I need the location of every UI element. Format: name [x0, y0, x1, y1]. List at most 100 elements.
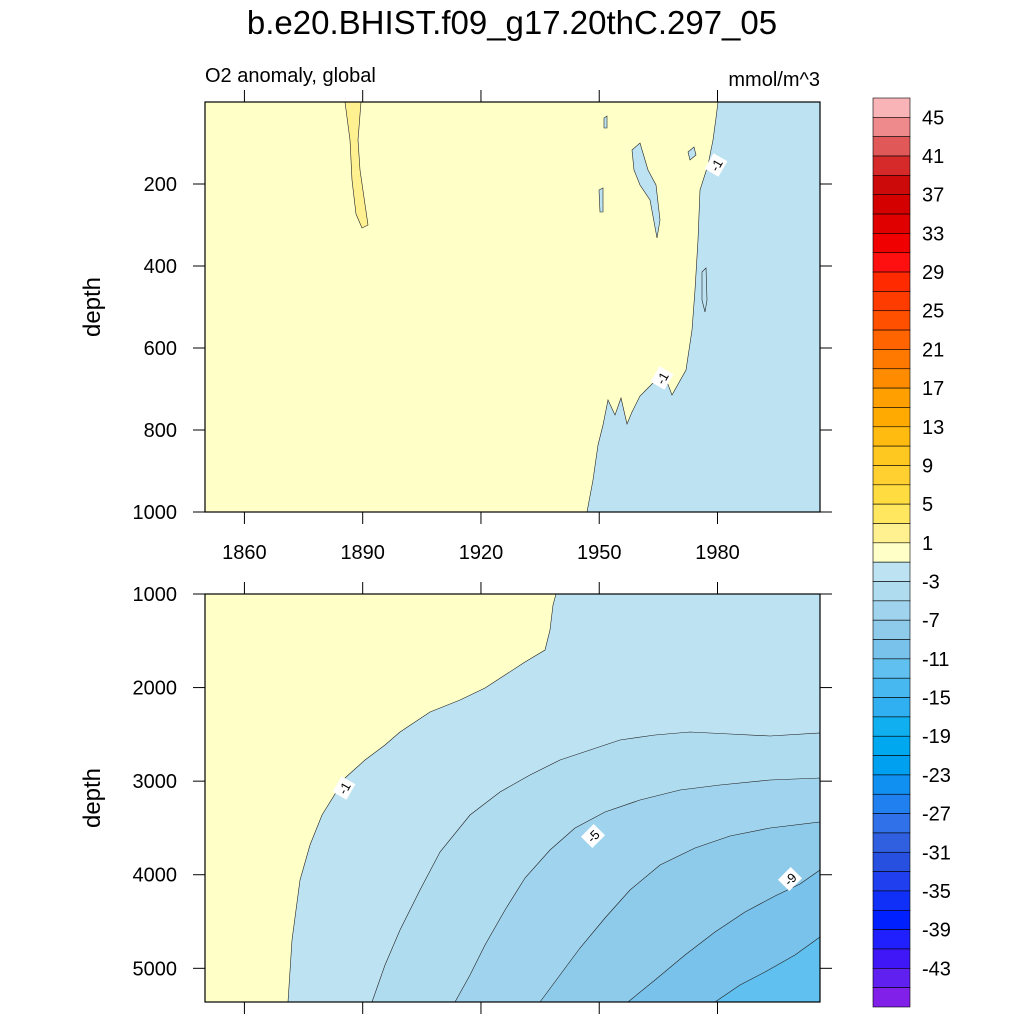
colorbar-box — [872, 697, 911, 718]
colorbar-box — [872, 136, 911, 157]
colorbar-box — [872, 639, 911, 660]
colorbar-box — [872, 658, 911, 679]
colorbar-label: 17 — [922, 378, 944, 400]
colorbar-box — [872, 851, 911, 872]
colorbar-box — [872, 581, 911, 602]
contour-region — [687, 146, 697, 161]
y-tick-label: 1000 — [133, 584, 178, 606]
colorbar-box — [872, 194, 911, 215]
colorbar-box — [872, 291, 911, 312]
contour-label-bg — [704, 153, 728, 177]
colorbar-box — [872, 407, 911, 428]
colorbar-box — [872, 329, 911, 350]
colorbar-label: -23 — [922, 765, 951, 787]
contour-label-bg — [580, 823, 606, 849]
colorbar-box — [872, 813, 911, 834]
colorbar-label: 25 — [922, 301, 944, 323]
colorbar-box — [872, 387, 911, 408]
colorbar-box — [872, 523, 911, 544]
contour-label-group: -1 — [332, 776, 356, 800]
colorbar-box — [872, 968, 911, 988]
y-tick-label: 5000 — [133, 958, 178, 980]
colorbar-box — [872, 542, 911, 563]
colorbar-box — [872, 716, 911, 737]
contour-label-group: -9 — [777, 866, 803, 892]
x-tick-label: 1890 — [340, 542, 385, 564]
y-tick-label: 600 — [144, 338, 177, 360]
y-tick-label: 3000 — [133, 771, 178, 793]
y-tick-label: 400 — [144, 256, 177, 278]
colorbar-label: -27 — [922, 804, 951, 826]
colorbar-box — [872, 929, 911, 950]
colorbar-label: 13 — [922, 417, 944, 439]
y-tick-label: 1000 — [133, 502, 178, 524]
colorbar-box — [872, 948, 911, 969]
colorbar-box — [872, 233, 911, 254]
colorbar-box — [872, 503, 911, 524]
left-title: O2 anomaly, global — [205, 65, 376, 87]
colorbar-box — [872, 619, 911, 640]
contour-label-bg — [332, 776, 356, 800]
contour-region — [344, 101, 369, 229]
y-axis-label: depth — [79, 768, 106, 828]
colorbar-label: -15 — [922, 688, 951, 710]
colorbar-box — [872, 213, 911, 234]
x-tick-label: 1860 — [222, 542, 267, 564]
colorbar-box — [872, 155, 911, 176]
colorbar-box — [872, 735, 911, 756]
colorbar-label: -19 — [922, 726, 951, 748]
colorbar-box — [872, 774, 911, 795]
contour-region — [631, 142, 661, 239]
x-tick-label: 1950 — [577, 542, 622, 564]
plot-frame — [204, 101, 821, 513]
colorbar-box — [872, 97, 911, 118]
contour-label-bg — [777, 866, 803, 892]
colorbar-label: 45 — [922, 107, 944, 129]
colorbar-label: -11 — [922, 649, 949, 671]
contour-region — [701, 267, 708, 313]
colorbar-box — [872, 561, 911, 582]
colorbar-label: 33 — [922, 223, 944, 245]
colorbar-box — [872, 484, 911, 505]
colorbar-box — [872, 271, 911, 292]
main-title: b.e20.BHIST.f09_g17.20thC.297_05 — [247, 4, 777, 41]
colorbar-box — [872, 117, 911, 137]
colorbar-label: -7 — [922, 610, 940, 632]
colorbar-box — [872, 890, 911, 911]
colorbar-box — [872, 252, 911, 273]
contour-region — [598, 187, 604, 213]
colorbar-label: -35 — [922, 881, 951, 903]
y-tick-label: 200 — [144, 174, 177, 196]
colorbar-box — [872, 871, 911, 892]
colorbar-box — [872, 677, 911, 698]
contour-label-group: -1 — [650, 366, 674, 390]
colorbar-label: 29 — [922, 262, 944, 284]
plot-frame — [204, 593, 821, 1003]
colorbar-box — [872, 445, 911, 466]
colorbar-box — [872, 600, 911, 621]
colorbar-box — [872, 793, 911, 814]
colorbar-label: 1 — [922, 533, 933, 555]
colorbar-label: 41 — [922, 146, 944, 168]
y-axis-label: depth — [79, 277, 106, 337]
colorbar-box — [872, 987, 911, 1008]
colorbar-label: 9 — [922, 455, 933, 477]
colorbar-label: -43 — [922, 958, 951, 980]
contour-label-bg — [650, 366, 674, 390]
colorbar-box — [872, 909, 911, 930]
colorbar-box — [872, 832, 911, 853]
colorbar-label: -3 — [922, 572, 940, 594]
right-title: mmol/m^3 — [728, 69, 820, 91]
colorbar-box — [872, 368, 911, 389]
contour-label-group: -5 — [580, 823, 606, 849]
x-tick-label: 1980 — [695, 542, 740, 564]
colorbar-label: 37 — [922, 185, 944, 207]
colorbar-box — [872, 465, 911, 486]
x-tick-label: 1920 — [459, 542, 504, 564]
colorbar-box — [872, 426, 911, 447]
colorbar-label: 5 — [922, 494, 933, 516]
y-tick-label: 2000 — [133, 678, 178, 700]
contour-label-group: -1 — [704, 153, 728, 177]
